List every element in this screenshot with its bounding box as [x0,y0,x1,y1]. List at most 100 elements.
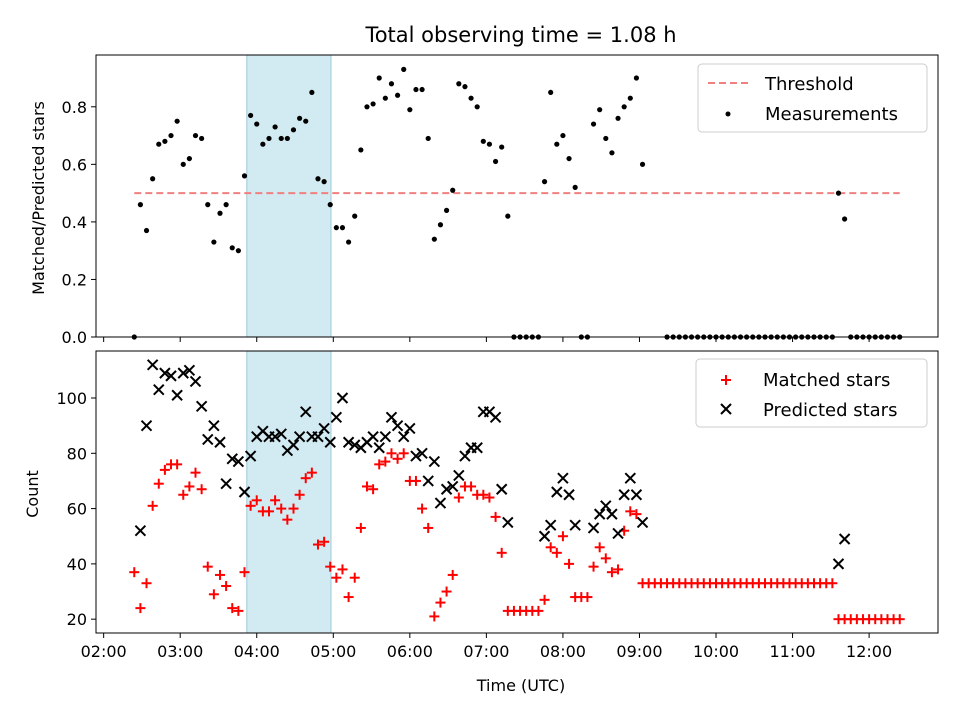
predicted-stars-point [367,430,379,443]
bottom-y-tick-label: 20 [67,610,87,629]
predicted-stars-point [557,472,569,484]
measurement-point [186,155,192,162]
predicted-stars-point [838,533,851,545]
top-legend-box [697,63,928,133]
x-tick-label: 04:00 [234,642,280,661]
top-y-axis-label: Matched/Predicted stars [29,101,48,295]
measurement-point [572,184,578,190]
predicted-stars-point [489,411,502,424]
x-tick-label: 05:00 [310,642,356,661]
measurement-point [150,176,156,182]
predicted-stars-point [459,450,471,462]
predicted-stars-point [269,430,281,443]
predicted-stars-point [238,486,251,498]
predicted-stars-point [440,483,453,495]
matched-stars-point [441,586,452,597]
matched-stars-point [496,547,507,558]
matched-stars-point [251,495,262,506]
matched-stars-point [141,578,152,589]
measurement-point [609,150,615,156]
measurement-point [566,155,572,162]
measurement-point [382,95,388,101]
chart-title: Total observing time = 1.08 h [364,23,676,47]
predicted-stars-point [434,497,447,509]
measurement-point [297,115,303,121]
measurement-point [468,95,474,101]
matched-stars-point [196,484,207,495]
matched-stars-point [276,503,287,514]
measurement-point [431,236,437,242]
predicted-stars-point [189,375,202,388]
predicted-stars-point [342,436,355,448]
measurement-point [456,81,462,87]
predicted-stars-point [551,486,563,498]
top-legend: Threshold Measurements [697,63,928,133]
top-y-tick-label: 0.4 [62,213,87,232]
matched-stars-point [184,481,195,492]
predicted-stars-point [832,558,845,570]
measurement-point [443,207,450,213]
predicted-stars-point [214,436,226,448]
matched-stars-point [551,547,562,558]
matched-stars-point [153,478,164,489]
measurement-point [168,132,174,139]
predicted-stars-point [495,483,508,495]
measurement-point [315,176,321,182]
measurement-point [241,173,248,179]
predicted-stars-point [183,364,196,377]
legend-measurements-marker [725,111,731,117]
matched-stars-point [159,464,170,475]
top-plot-frame [95,54,939,338]
predicted-stars-point [226,453,238,465]
measurement-point [492,158,499,165]
matched-stars-point [374,459,385,470]
top-highlight-band [246,54,332,338]
measurement-point [352,213,358,219]
matched-stars-point [221,581,232,591]
bottom-y-tick-label: 40 [67,555,87,574]
x-tick-label: 08:00 [540,642,586,661]
measurement-point [450,187,456,193]
measurement-point [217,210,223,216]
measurement-point [143,227,150,234]
measurement-point [615,115,621,121]
top-y-tick-label: 0.8 [62,98,87,117]
measurement-point [548,89,554,96]
matched-stars-point [294,489,305,500]
measurement-point [437,222,444,228]
measurement-point [174,118,180,124]
bottom-y-tick-label: 80 [67,444,87,463]
matched-stars-point [490,511,501,522]
matched-stars-point [245,500,256,511]
measurement-point [376,75,382,81]
predicted-stars-point [202,433,214,446]
matched-stars-point [386,448,397,459]
predicted-stars-point [373,442,385,454]
matched-stars-point [594,542,605,553]
matched-stars-point [539,594,550,605]
top-y-tick-label: 0.6 [62,155,87,174]
predicted-stars-point [324,436,336,448]
measurement-point [590,121,597,127]
bottom-legend: Matched stars Predicted stars [695,358,928,428]
measurement-point [309,89,315,96]
predicted-stars-point [349,439,361,451]
x-tick-label: 11:00 [770,642,816,661]
matched-stars-point [380,456,391,467]
measurement-point [235,248,241,254]
measurement-point [229,245,235,251]
matched-stars-point [178,489,189,500]
predicted-stars-point [446,480,459,493]
top-y-tick-label: 0.2 [62,270,87,289]
measurement-point [505,213,511,219]
measurement-point [370,101,376,107]
matched-stars-point [129,567,140,578]
x-tick-label: 09:00 [616,642,662,661]
predicted-stars-point [593,508,606,520]
predicted-stars-point [165,370,177,382]
predicted-stars-point [300,406,312,418]
matched-stars-point [582,592,593,603]
matched-stars-point [417,503,428,514]
matched-stars-point [263,506,274,517]
matched-stars-point [343,592,354,603]
